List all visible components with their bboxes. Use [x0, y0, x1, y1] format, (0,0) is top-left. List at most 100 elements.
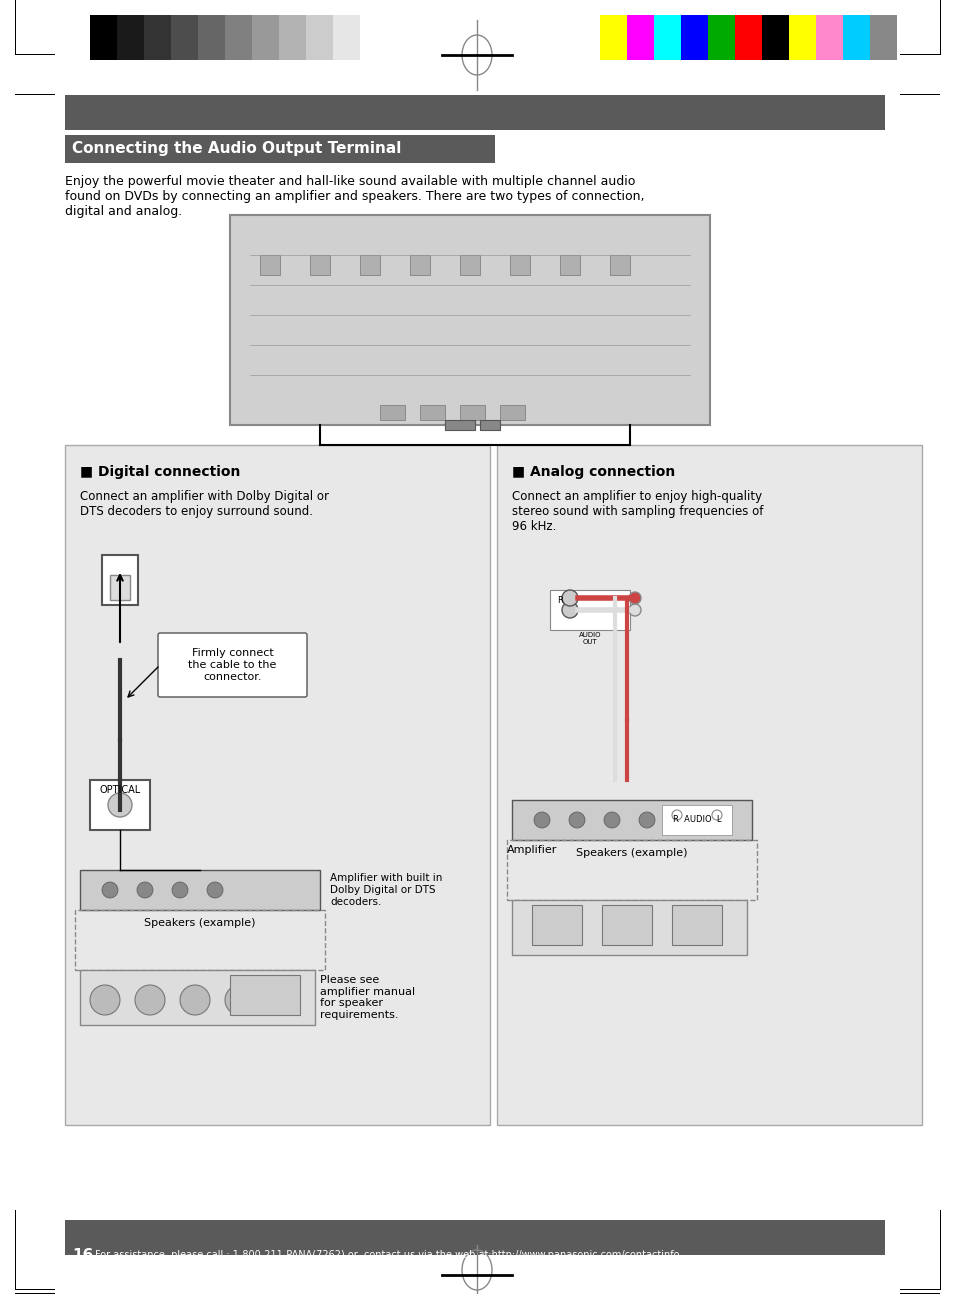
Text: For assistance, please call : 1-800-211-PANA(7262) or, contact us via the web at: For assistance, please call : 1-800-211-… [95, 1250, 679, 1260]
Text: ■ Digital connection: ■ Digital connection [80, 465, 240, 479]
Bar [65, 445, 490, 1124]
Circle shape [172, 883, 188, 898]
Bar [260, 255, 280, 276]
Bar [230, 974, 299, 1014]
Text: ■ Analog connection: ■ Analog connection [512, 465, 675, 479]
Bar [939, 1210, 940, 1250]
Bar [559, 255, 579, 276]
Bar [532, 905, 581, 945]
Bar [419, 405, 444, 421]
Circle shape [561, 602, 578, 619]
Bar [15, 1210, 16, 1250]
Bar [512, 800, 751, 840]
Bar [499, 405, 524, 421]
Bar [939, 0, 940, 16]
Text: Speakers (example): Speakers (example) [576, 848, 687, 858]
Text: Enjoy the powerful movie theater and hall-like sound available with multiple cha: Enjoy the powerful movie theater and hal… [65, 175, 644, 217]
Bar [65, 135, 495, 163]
Bar [75, 910, 325, 970]
Bar [707, 16, 734, 60]
Bar [359, 16, 387, 60]
Circle shape [90, 985, 120, 1014]
Bar [117, 16, 144, 60]
Text: Connect an amplifier to enjoy high-quality
stereo sound with sampling frequencie: Connect an amplifier to enjoy high-quali… [512, 490, 762, 533]
Bar [198, 16, 225, 60]
Bar [278, 16, 306, 60]
Text: Firmly connect
the cable to the
connector.: Firmly connect the cable to the connecto… [188, 648, 276, 682]
Circle shape [135, 985, 165, 1014]
Bar [410, 255, 430, 276]
Text: Connecting the Audio Output Terminal: Connecting the Audio Output Terminal [71, 141, 401, 157]
Bar [65, 94, 884, 129]
Bar [550, 590, 629, 630]
Bar [15, 0, 16, 16]
Bar [734, 16, 761, 60]
Circle shape [108, 793, 132, 817]
Circle shape [628, 604, 640, 616]
Bar [599, 16, 626, 60]
Circle shape [639, 813, 655, 828]
Bar [90, 16, 117, 60]
Bar [654, 16, 680, 60]
Circle shape [534, 813, 550, 828]
Circle shape [711, 810, 721, 820]
Bar [379, 405, 405, 421]
Bar [939, 16, 940, 56]
Text: AUDIO
OUT: AUDIO OUT [578, 631, 600, 644]
Bar [680, 16, 707, 60]
Circle shape [207, 883, 223, 898]
Bar [506, 840, 757, 901]
Bar [761, 16, 788, 60]
Bar [230, 215, 709, 424]
Bar [842, 16, 869, 60]
Bar [80, 870, 319, 910]
Bar [939, 1250, 940, 1290]
Bar [144, 16, 171, 60]
Bar [65, 1220, 884, 1255]
Bar [661, 805, 731, 835]
Bar [671, 905, 721, 945]
Bar [601, 905, 651, 945]
Bar [15, 16, 16, 56]
Bar [252, 16, 278, 60]
FancyBboxPatch shape [158, 633, 307, 697]
Bar [479, 421, 499, 430]
Bar [112, 810, 128, 826]
Bar [110, 575, 130, 600]
Bar [225, 16, 252, 60]
Text: OPTICAL: OPTICAL [99, 785, 140, 795]
Bar [512, 901, 746, 955]
Bar [609, 255, 629, 276]
Bar [459, 405, 484, 421]
Text: 16: 16 [71, 1247, 93, 1263]
Bar [359, 255, 379, 276]
Bar [310, 255, 330, 276]
Text: Amplifier: Amplifier [506, 845, 557, 855]
Text: R  AUDIO  L: R AUDIO L [672, 815, 720, 824]
Circle shape [568, 813, 584, 828]
Bar [171, 16, 198, 60]
Bar [306, 16, 333, 60]
Circle shape [180, 985, 210, 1014]
Bar [90, 780, 150, 829]
Bar [788, 16, 815, 60]
Circle shape [561, 590, 578, 606]
Bar [510, 255, 530, 276]
Bar [80, 970, 314, 1025]
Bar [497, 445, 921, 1124]
Text: Connect an amplifier with Dolby Digital or
DTS decoders to enjoy surround sound.: Connect an amplifier with Dolby Digital … [80, 490, 329, 518]
Bar [333, 16, 359, 60]
Text: Please see
amplifier manual
for speaker
requirements.: Please see amplifier manual for speaker … [319, 976, 415, 1020]
Bar [15, 1250, 16, 1290]
Text: Amplifier with built in
Dolby Digital or DTS
decoders.: Amplifier with built in Dolby Digital or… [330, 873, 442, 907]
Circle shape [225, 985, 254, 1014]
Bar [459, 255, 479, 276]
Text: Speakers (example): Speakers (example) [144, 917, 255, 928]
Circle shape [671, 810, 681, 820]
Circle shape [102, 883, 118, 898]
Bar [102, 555, 138, 606]
Bar [444, 421, 475, 430]
Circle shape [137, 883, 152, 898]
Bar [869, 16, 896, 60]
Circle shape [603, 813, 619, 828]
